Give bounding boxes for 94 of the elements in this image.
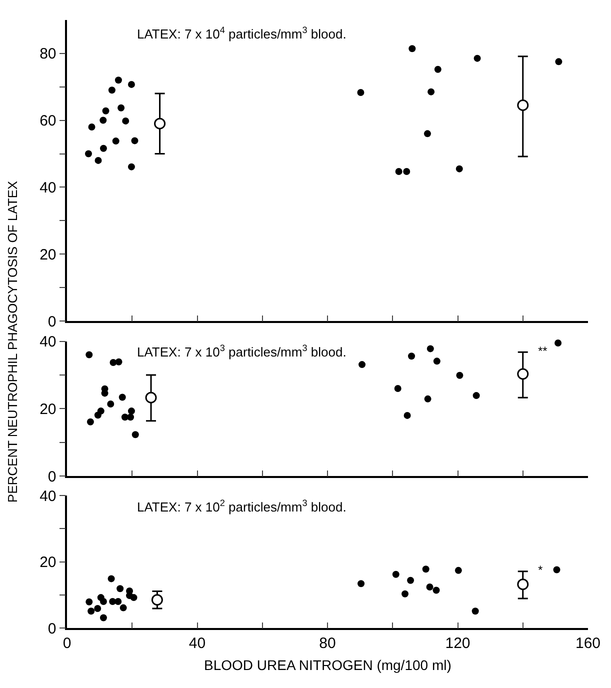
point xyxy=(130,594,138,602)
point xyxy=(100,116,107,124)
point xyxy=(358,361,366,368)
point xyxy=(408,45,416,52)
point xyxy=(127,414,134,421)
point xyxy=(517,368,529,380)
y-tick-label: 20 xyxy=(40,246,56,264)
point xyxy=(402,590,408,598)
point xyxy=(86,418,94,426)
point xyxy=(108,575,115,582)
x-tick-label: 80 xyxy=(319,634,336,652)
point xyxy=(454,566,462,574)
y-tick-label: 20 xyxy=(40,400,56,418)
point xyxy=(115,358,122,366)
point xyxy=(432,586,440,594)
point xyxy=(517,578,529,590)
point xyxy=(403,168,410,175)
point xyxy=(94,604,102,612)
point xyxy=(114,76,122,84)
point xyxy=(392,570,400,578)
point xyxy=(408,352,416,360)
y-tick-label: 80 xyxy=(40,46,56,63)
point xyxy=(424,395,432,402)
point xyxy=(422,566,430,573)
x-tick-label: 120 xyxy=(445,634,470,652)
point xyxy=(472,608,479,615)
x-tick-label: 0 xyxy=(62,634,72,652)
chart-title: LATEX: 7 x 10$^{3}$ particles/mm$^{3}$ blood. xyxy=(137,343,346,360)
y-tick-label: 20 xyxy=(40,554,56,572)
point xyxy=(88,608,95,615)
point xyxy=(118,394,126,401)
point xyxy=(553,566,560,574)
point xyxy=(107,400,114,408)
point xyxy=(118,104,125,112)
point xyxy=(110,359,117,366)
point xyxy=(132,431,139,438)
point xyxy=(404,412,411,419)
point xyxy=(128,408,135,415)
annotation: * xyxy=(538,563,543,577)
point xyxy=(128,163,135,170)
point xyxy=(100,144,107,152)
x-tick-label: 160 xyxy=(575,634,601,652)
point xyxy=(101,390,108,397)
y-tick-label: 40 xyxy=(40,488,56,505)
point xyxy=(456,372,464,379)
point xyxy=(94,156,102,164)
point xyxy=(433,358,440,365)
text: LATEX: 7 x 10$^{4}$ particles/mm$^{3}$ blood. xyxy=(137,25,346,42)
y-tick-label: 0 xyxy=(48,313,56,330)
point xyxy=(151,594,163,606)
point xyxy=(426,345,434,352)
point xyxy=(86,351,93,358)
point xyxy=(517,99,529,111)
point xyxy=(554,339,562,346)
x-axis-title: BLOOD UREA NITROGEN (mg/100 ml) xyxy=(204,657,452,673)
annotation: ** xyxy=(538,344,548,358)
point xyxy=(114,598,122,606)
x-tick-label: 40 xyxy=(188,634,206,652)
point xyxy=(395,168,402,175)
point xyxy=(394,384,402,392)
point xyxy=(424,130,431,138)
point xyxy=(120,604,127,612)
point xyxy=(456,165,463,172)
point xyxy=(86,598,93,606)
y-tick-label: 0 xyxy=(48,468,56,486)
point xyxy=(128,80,135,88)
point xyxy=(122,117,130,124)
point xyxy=(426,583,434,590)
point xyxy=(84,150,92,158)
point xyxy=(145,392,157,404)
point xyxy=(100,598,107,606)
point xyxy=(100,614,107,622)
point xyxy=(472,392,480,400)
point xyxy=(407,576,414,584)
point xyxy=(88,123,96,130)
point xyxy=(357,88,364,96)
point xyxy=(102,107,110,114)
point xyxy=(112,138,120,145)
point xyxy=(154,118,166,130)
point xyxy=(555,58,562,66)
y-tick-label: 0 xyxy=(48,620,56,638)
point xyxy=(474,54,481,62)
point xyxy=(116,585,124,592)
point xyxy=(97,408,104,415)
point xyxy=(358,580,365,588)
point xyxy=(131,137,138,144)
chart-title: LATEX: 7 x 10$^{2}$ particles/mm$^{3}$ blood. xyxy=(137,498,346,514)
y-tick-label: 60 xyxy=(40,112,56,130)
point xyxy=(434,66,442,73)
y-axis-title: PERCENT NEUTROPHIL PHAGOCYTOSIS OF LATEX xyxy=(4,180,20,503)
y-tick-label: 40 xyxy=(40,179,56,196)
point xyxy=(108,86,116,94)
point xyxy=(428,88,435,96)
y-tick-label: 40 xyxy=(40,334,56,351)
